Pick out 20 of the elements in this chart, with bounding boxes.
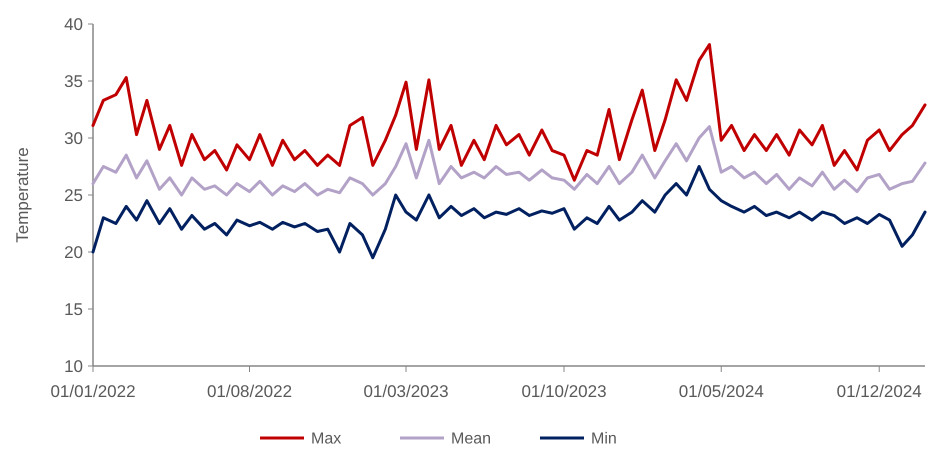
line-series (92, 43, 926, 182)
y-axis-title: Temperature (13, 147, 32, 243)
line-series (92, 165, 926, 260)
y-tick-label: 20 (64, 242, 83, 262)
line-series (92, 125, 926, 196)
y-tick-label: 30 (64, 128, 83, 148)
legend-label: Mean (451, 430, 492, 448)
y-tick-label: 35 (64, 72, 83, 91)
legend-label: Max (311, 430, 342, 448)
x-tick-label: 01/12/2024 (836, 382, 922, 401)
y-tick-label: 40 (64, 14, 83, 34)
y-tick-label: 10 (64, 356, 83, 376)
y-tick-label: 15 (64, 300, 83, 319)
x-tick-label: 01/03/2023 (363, 382, 449, 401)
x-tick-label: 01/05/2024 (678, 382, 764, 401)
legend-label: Min (591, 430, 617, 448)
x-tick-label: 01/10/2023 (521, 382, 607, 401)
y-tick-label: 25 (64, 186, 83, 205)
x-tick-label: 01/08/2022 (206, 382, 292, 401)
x-tick-label: 01/01/2022 (50, 382, 136, 401)
